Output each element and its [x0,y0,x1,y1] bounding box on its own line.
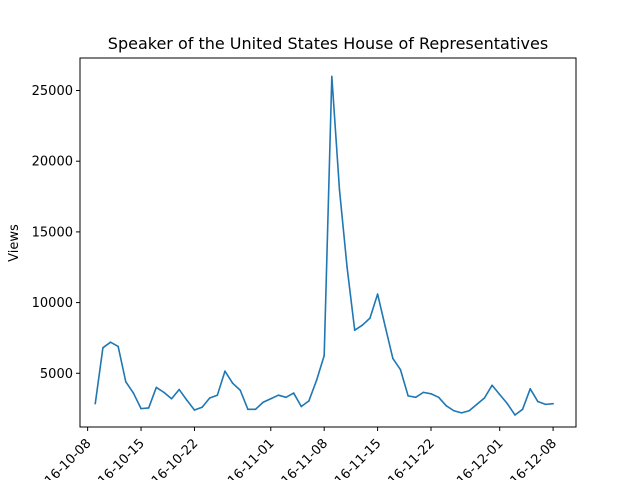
data-point-2016-11-26 [460,412,463,414]
plot-area [94,75,554,416]
data-point-2016-10-17 [155,386,158,389]
data-point-2016-10-22 [193,409,196,411]
data-point-2016-11-11 [346,266,348,269]
data-point-2016-12-03 [514,414,516,416]
series-line [94,75,554,416]
data-point-2016-11-04 [292,392,295,394]
data-point-2016-11-19 [407,395,409,397]
data-point-2016-11-03 [285,396,287,399]
data-point-2016-11-28 [476,403,478,406]
chart-title: Speaker of the United States House of Re… [108,34,548,53]
data-point-2016-10-27 [231,382,234,384]
data-point-2016-10-24 [208,397,211,399]
data-point-2016-11-06 [308,400,310,402]
data-point-2016-11-20 [414,396,417,399]
data-point-2016-11-22 [430,392,432,395]
y-axis: 5000 10000 15000 20000 25000 [32,84,80,382]
data-point-2016-11-07 [315,379,318,382]
x-tick-label: 2016-11-01 [214,436,278,480]
data-point-2016-11-29 [483,397,486,399]
data-point-2016-10-20 [178,388,180,391]
data-point-2016-10-30 [254,408,257,411]
data-point-2016-10-23 [201,406,203,409]
data-point-2016-11-30 [491,384,493,387]
data-point-2016-11-21 [422,391,425,394]
data-point-2016-11-08 [323,354,325,357]
data-point-2016-11-13 [361,324,364,327]
data-point-2016-10-10 [102,347,104,349]
data-point-2016-11-18 [399,368,402,371]
data-point-2016-10-31 [262,401,264,404]
data-point-2016-11-16 [384,325,387,328]
data-point-2016-10-26 [224,370,226,372]
data-point-2016-10-25 [216,394,219,396]
y-tick-label: 5000 [40,367,73,382]
x-tick-label: 2016-10-22 [137,436,201,480]
data-point-2016-11-14 [369,317,371,319]
data-point-2016-12-01 [498,393,501,396]
plot-frame [79,57,577,428]
data-point-2016-12-08 [552,402,554,405]
data-point-2016-10-16 [147,407,150,409]
y-tick-label: 10000 [32,296,73,311]
x-tick-label: 2016-12-08 [496,436,560,480]
data-point-2016-11-12 [353,329,356,331]
data-point-2016-11-17 [392,357,394,360]
data-point-2016-11-01 [269,397,272,400]
data-point-2016-12-04 [521,408,524,411]
x-tick-label: 2016-11-08 [267,436,331,480]
data-point-2016-10-12 [117,345,119,348]
data-point-2016-10-15 [140,407,142,410]
data-point-2016-11-15 [376,293,379,295]
data-point-2016-10-18 [163,391,165,394]
data-point-2016-10-14 [132,392,135,394]
y-tick-label: 25000 [32,84,73,99]
data-point-2016-10-19 [170,397,173,400]
data-point-2016-11-23 [437,396,440,399]
data-point-2016-10-11 [109,341,112,343]
y-tick-label: 20000 [32,155,73,170]
data-point-2016-10-21 [186,399,188,401]
data-point-2016-11-27 [468,409,470,412]
x-tick-label: 2016-11-15 [320,436,384,480]
data-point-2016-11-05 [300,405,303,408]
x-tick-label: 2016-12-01 [442,436,506,480]
data-point-2016-11-10 [338,188,341,191]
data-point-2016-11-02 [277,394,280,396]
data-point-2016-10-09 [94,402,97,405]
data-point-2016-10-13 [124,380,127,383]
data-point-2016-12-07 [544,403,547,406]
y-tick-label: 15000 [32,225,73,240]
data-point-2016-11-25 [453,409,455,412]
x-tick-label: 2016-11-22 [374,436,438,480]
data-point-2016-12-06 [537,400,539,403]
data-point-2016-10-29 [247,408,249,411]
data-point-2016-12-02 [506,402,509,405]
y-axis-label: Views [7,224,22,262]
data-point-2016-11-09 [331,75,333,78]
data-point-2016-12-05 [529,388,532,390]
x-tick-label: 2016-10-08 [30,436,94,480]
x-tick-label: 2016-10-15 [84,436,148,480]
data-point-2016-10-28 [239,389,242,392]
data-point-2016-11-24 [445,404,448,407]
